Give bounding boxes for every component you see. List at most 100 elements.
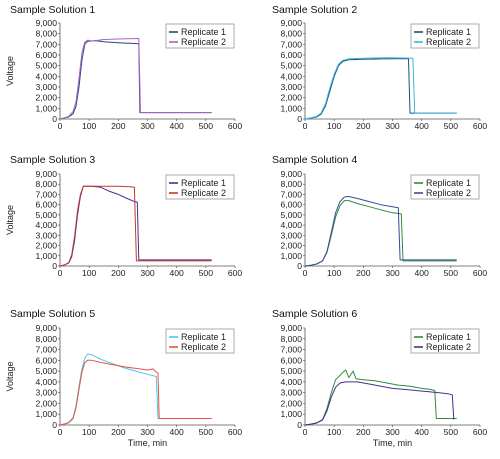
- chart-title: Sample Solution 4: [272, 154, 357, 166]
- x-tick-label: 0: [58, 268, 63, 278]
- legend-label: Replicate 1: [181, 178, 226, 188]
- legend-box: [165, 328, 235, 354]
- x-tick-label: 400: [414, 268, 429, 278]
- chart-title: Sample Solution 5: [10, 308, 95, 320]
- series-line-replicate-1: [59, 353, 212, 426]
- y-tick-label: 1,000: [280, 251, 302, 261]
- y-tick-label: 9,000: [35, 323, 57, 333]
- y-tick-label: 1,000: [280, 409, 302, 419]
- legend-label: Replicate 2: [181, 342, 226, 352]
- y-tick-label: 1,000: [280, 103, 302, 113]
- y-tick-label: 2,000: [35, 241, 57, 251]
- y-tick-label: 1,000: [35, 103, 57, 113]
- legend-box: [165, 174, 235, 200]
- x-tick-label: 400: [414, 121, 429, 131]
- y-tick-label: 0: [297, 261, 302, 271]
- y-axis-label: Voltage: [5, 56, 15, 86]
- x-tick-label: 600: [228, 121, 243, 131]
- x-tick-label: 400: [169, 121, 184, 131]
- x-tick-label: 500: [199, 121, 214, 131]
- y-tick-label: 2,000: [35, 398, 57, 408]
- x-tick-label: 500: [444, 268, 459, 278]
- x-tick-label: 600: [228, 427, 243, 437]
- chart-title: Sample Solution 3: [10, 154, 95, 166]
- legend-box: [410, 328, 480, 354]
- y-tick-label: 4,000: [35, 377, 57, 387]
- y-tick-label: 3,000: [35, 388, 57, 398]
- series-line-replicate-1: [304, 58, 457, 120]
- x-tick-label: 200: [356, 427, 371, 437]
- x-tick-label: 300: [140, 121, 155, 131]
- y-tick-label: 7,000: [280, 39, 302, 49]
- x-tick-label: 500: [199, 268, 214, 278]
- y-tick-label: 9,000: [280, 169, 302, 179]
- chart-panel-2: Sample Solution 2 01,0002,0003,0004,0005,…: [272, 4, 487, 131]
- series-line-replicate-2: [304, 57, 457, 120]
- y-tick-label: 3,000: [280, 388, 302, 398]
- x-tick-label: 200: [356, 121, 371, 131]
- y-tick-label: 9,000: [280, 323, 302, 333]
- y-tick-label: 5,000: [280, 61, 302, 71]
- x-axis-label: Time, min: [128, 438, 167, 448]
- x-tick-label: 100: [82, 121, 97, 131]
- chart-panel-1: Sample Solution 1 01,0002,0003,0004,0005,…: [5, 4, 242, 131]
- y-tick-label: 1,000: [35, 251, 57, 261]
- y-tick-label: 6,000: [280, 200, 302, 210]
- y-tick-label: 5,000: [35, 366, 57, 376]
- series-line-replicate-2: [59, 185, 212, 267]
- x-tick-label: 300: [140, 427, 155, 437]
- y-tick-label: 7,000: [280, 189, 302, 199]
- y-tick-label: 6,000: [280, 355, 302, 365]
- y-tick-label: 6,000: [35, 50, 57, 60]
- y-tick-label: 9,000: [280, 18, 302, 28]
- y-tick-label: 9,000: [35, 18, 57, 28]
- y-tick-label: 9,000: [35, 169, 57, 179]
- x-tick-label: 300: [385, 427, 400, 437]
- y-tick-label: 5,000: [35, 210, 57, 220]
- x-tick-label: 300: [140, 268, 155, 278]
- legend-box: [165, 23, 235, 49]
- legend-label: Replicate 1: [181, 27, 226, 37]
- legend-label: Replicate 1: [426, 332, 471, 342]
- x-tick-label: 100: [82, 268, 97, 278]
- legend-label: Replicate 2: [181, 37, 226, 47]
- x-tick-label: 0: [58, 121, 63, 131]
- legend-label: Replicate 2: [181, 188, 226, 198]
- series-line-replicate-2: [59, 359, 212, 426]
- legend-box: [410, 174, 480, 200]
- y-tick-label: 8,000: [280, 29, 302, 39]
- y-tick-label: 5,000: [280, 210, 302, 220]
- y-tick-label: 0: [297, 420, 302, 430]
- y-tick-label: 3,000: [35, 82, 57, 92]
- y-tick-label: 2,000: [280, 241, 302, 251]
- x-tick-label: 100: [327, 427, 342, 437]
- y-tick-label: 0: [297, 114, 302, 124]
- x-tick-label: 100: [82, 427, 97, 437]
- x-tick-label: 600: [473, 121, 488, 131]
- y-tick-label: 4,000: [280, 71, 302, 81]
- x-tick-label: 600: [473, 427, 488, 437]
- series-line-replicate-2: [304, 196, 457, 267]
- x-tick-label: 300: [385, 268, 400, 278]
- y-axis-label: Voltage: [5, 205, 15, 235]
- x-tick-label: 0: [303, 427, 308, 437]
- chart-title: Sample Solution 6: [272, 308, 357, 320]
- y-tick-label: 6,000: [35, 200, 57, 210]
- x-tick-label: 100: [327, 268, 342, 278]
- y-tick-label: 4,000: [35, 71, 57, 81]
- legend-box: [410, 23, 480, 49]
- x-tick-label: 400: [169, 427, 184, 437]
- series-line-replicate-1: [59, 40, 212, 120]
- series-line-replicate-2: [59, 38, 212, 120]
- x-tick-label: 0: [58, 427, 63, 437]
- chart-title: Sample Solution 2: [272, 4, 357, 16]
- x-tick-label: 500: [444, 427, 459, 437]
- chart-panel-5: Sample Solution 5 01,0002,0003,0004,0005,…: [5, 308, 242, 448]
- y-tick-label: 1,000: [35, 409, 57, 419]
- y-tick-label: 5,000: [280, 366, 302, 376]
- x-tick-label: 200: [111, 427, 126, 437]
- y-tick-label: 8,000: [35, 29, 57, 39]
- x-tick-label: 400: [414, 427, 429, 437]
- y-tick-label: 7,000: [280, 345, 302, 355]
- y-tick-label: 0: [52, 420, 57, 430]
